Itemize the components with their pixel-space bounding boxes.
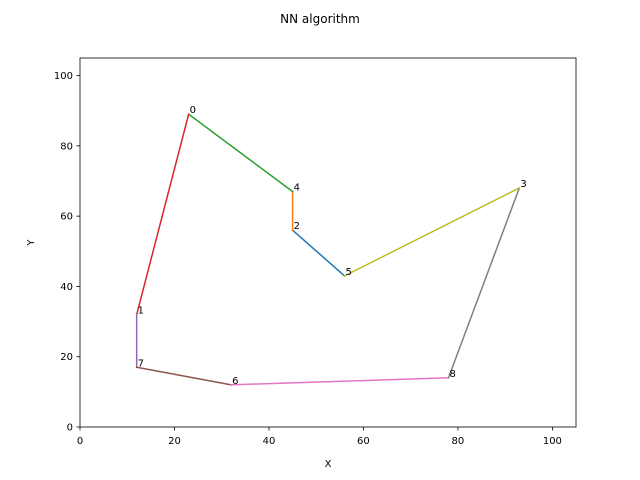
x-axis: 0 20 40 60 80 100 [77, 427, 562, 447]
route-segment-8-6 [230, 377, 450, 386]
route-segment-0-4 [187, 113, 294, 193]
point-label-6: 6 [232, 376, 238, 387]
point-label-3: 3 [520, 179, 526, 190]
y-tick-label: 80 [60, 141, 73, 152]
point-label-0: 0 [190, 105, 196, 116]
point-labels: 0 1 2 3 4 5 6 7 8 [138, 105, 527, 387]
y-tick-label: 40 [60, 282, 73, 293]
point-label-5: 5 [346, 267, 352, 278]
point-label-8: 8 [449, 369, 455, 380]
x-tick-label: 100 [543, 436, 562, 447]
x-tick-label: 60 [357, 436, 370, 447]
x-axis-label: X [325, 459, 332, 470]
point-label-1: 1 [138, 306, 144, 317]
y-tick-label: 60 [60, 212, 73, 223]
x-tick-label: 40 [263, 436, 276, 447]
point-label-4: 4 [294, 183, 300, 194]
route-segment-5-3 [343, 187, 521, 277]
point-label-7: 7 [138, 358, 144, 369]
plot-frame [79, 57, 577, 428]
x-tick-label: 20 [168, 436, 181, 447]
y-tick-label: 0 [67, 423, 73, 434]
route-segment-3-8 [447, 187, 521, 379]
y-tick-label: 20 [60, 352, 73, 363]
x-tick-label: 80 [452, 436, 465, 447]
y-axis-label: Y [26, 239, 37, 247]
route-segment-6-7 [135, 366, 233, 386]
y-axis: 0 20 40 60 80 100 [54, 71, 80, 434]
point-label-2: 2 [294, 221, 300, 232]
x-tick-label: 0 [77, 436, 83, 447]
route-segment-1-0 [135, 113, 190, 316]
route-segment-2-5 [291, 229, 346, 277]
y-tick-label: 100 [54, 71, 73, 82]
chart-title: NN algorithm [280, 12, 360, 26]
route-segments [135, 113, 521, 386]
